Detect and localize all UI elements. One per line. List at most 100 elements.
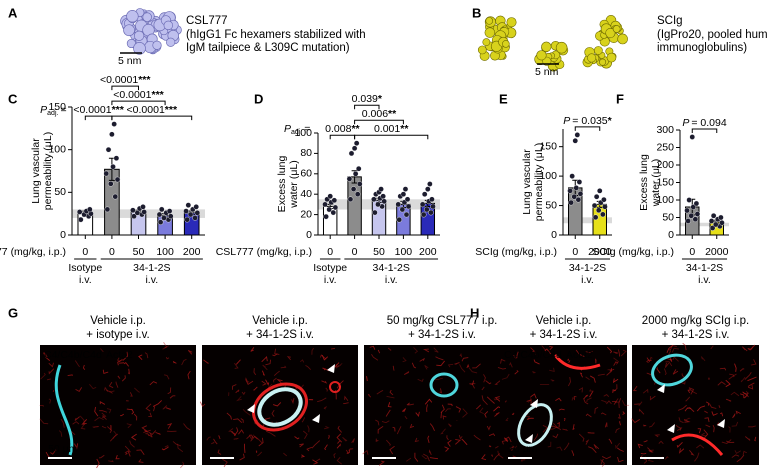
tissue-signal xyxy=(333,453,336,459)
tissue-signal xyxy=(509,361,513,368)
tissue-signal xyxy=(305,364,312,370)
image-caption: + 34-1-2S i.v. xyxy=(246,329,314,341)
tissue-signal xyxy=(485,380,492,385)
p-value: <0.0001 xyxy=(100,74,138,86)
tissue-signal xyxy=(322,367,326,370)
tissue-signal xyxy=(72,421,80,425)
data-point xyxy=(194,210,201,216)
x-tick-label: 200 xyxy=(419,246,437,258)
tissue-signal xyxy=(601,399,607,404)
tissue-signal xyxy=(387,402,392,408)
data-point xyxy=(167,213,174,220)
y-axis-label: Lung vascular xyxy=(30,138,42,204)
data-point xyxy=(353,140,360,146)
tissue-signal xyxy=(283,452,288,457)
tissue-signal xyxy=(631,418,641,424)
tissue-signal xyxy=(613,384,618,392)
data-point xyxy=(709,225,716,231)
data-point xyxy=(109,131,115,138)
tissue-signal xyxy=(138,354,143,360)
tissue-signal xyxy=(549,367,555,373)
tissue-signal xyxy=(344,395,349,402)
tissue-signal xyxy=(217,449,222,455)
tissue-signal xyxy=(703,429,709,439)
p-symbol: P xyxy=(682,117,689,129)
molecule-description: (IgPro20, pooled human xyxy=(657,29,768,41)
tissue-signal xyxy=(169,395,176,399)
tissue-signal xyxy=(131,408,135,415)
tissue-signal xyxy=(728,373,737,380)
tissue-signal xyxy=(253,368,257,376)
tissue-signal xyxy=(571,397,575,401)
tissue-signal xyxy=(495,445,499,449)
tissue-signal xyxy=(153,400,162,407)
tissue-signal xyxy=(603,394,610,398)
tissue-signal xyxy=(669,345,677,351)
p-subscript: adj. xyxy=(47,110,58,117)
data-point xyxy=(103,170,110,177)
tissue-signal xyxy=(658,440,664,444)
tissue-signal xyxy=(48,362,55,368)
tissue-signal xyxy=(414,452,419,462)
y-tick-label: 0 xyxy=(60,229,66,241)
tissue-signal xyxy=(367,394,372,398)
data-point xyxy=(107,180,114,187)
data-point xyxy=(421,191,428,197)
tissue-signal xyxy=(117,359,123,366)
significance-bracket xyxy=(354,104,380,110)
tissue-signal xyxy=(453,362,460,365)
tissue-signal xyxy=(739,368,745,372)
tissue-signal xyxy=(744,372,752,380)
tissue-signal xyxy=(314,458,321,463)
molecule-description: IgM tailpiece & L309C mutation) xyxy=(186,42,350,54)
molecule-description: immunoglobulins) xyxy=(657,42,747,54)
data-point xyxy=(351,145,358,152)
tissue-signal xyxy=(471,383,476,389)
tissue-signal xyxy=(250,347,255,352)
panel-letter: G xyxy=(8,305,18,320)
p-symbol: P xyxy=(563,115,570,127)
data-point xyxy=(76,209,83,215)
tissue-signal xyxy=(294,436,300,440)
tissue-signal xyxy=(381,420,390,424)
tissue-signal xyxy=(386,395,395,399)
tissue-signal xyxy=(401,408,407,413)
x-tick-label: 2000 xyxy=(705,246,729,258)
tissue-signal xyxy=(557,421,560,428)
tissue-signal xyxy=(578,433,585,442)
data-point xyxy=(718,214,724,221)
tissue-signal xyxy=(735,410,741,415)
y-tick-label: 50 xyxy=(54,186,66,198)
p-value: 0.008 xyxy=(325,123,351,135)
arrowhead xyxy=(247,404,255,413)
tissue-signal xyxy=(233,418,243,424)
data-point xyxy=(184,216,190,223)
tissue-signal xyxy=(667,348,671,357)
y-tick-label: 150 xyxy=(656,176,674,188)
p-subscript: adj. xyxy=(291,129,302,136)
protein-subunit xyxy=(133,42,146,55)
group-label: Isotype xyxy=(68,262,102,274)
tissue-signal xyxy=(448,423,452,428)
scale-bar-label: 5 nm xyxy=(118,55,142,67)
data-point xyxy=(427,181,433,187)
group-label: i.v. xyxy=(324,274,337,286)
group-label: 34-1-2S xyxy=(133,262,170,274)
tissue-signal xyxy=(549,345,554,351)
data-point xyxy=(572,137,579,144)
x-tick-label: 2000 xyxy=(588,246,612,258)
tissue-signal xyxy=(680,381,686,385)
tissue-signal xyxy=(402,357,407,363)
p-value: = 0.094 xyxy=(691,117,726,129)
group-label: i.v. xyxy=(581,274,594,286)
panel-letter: B xyxy=(472,5,481,20)
data-point xyxy=(161,215,167,221)
data-point xyxy=(596,188,603,194)
significance-label: <0.0001*** xyxy=(73,104,124,116)
tissue-signal xyxy=(377,349,381,354)
tissue-signal xyxy=(245,379,254,385)
tissue-signal xyxy=(276,378,283,384)
tissue-signal xyxy=(50,449,57,455)
tissue-signal xyxy=(155,431,161,435)
protein-subunit xyxy=(612,25,621,33)
